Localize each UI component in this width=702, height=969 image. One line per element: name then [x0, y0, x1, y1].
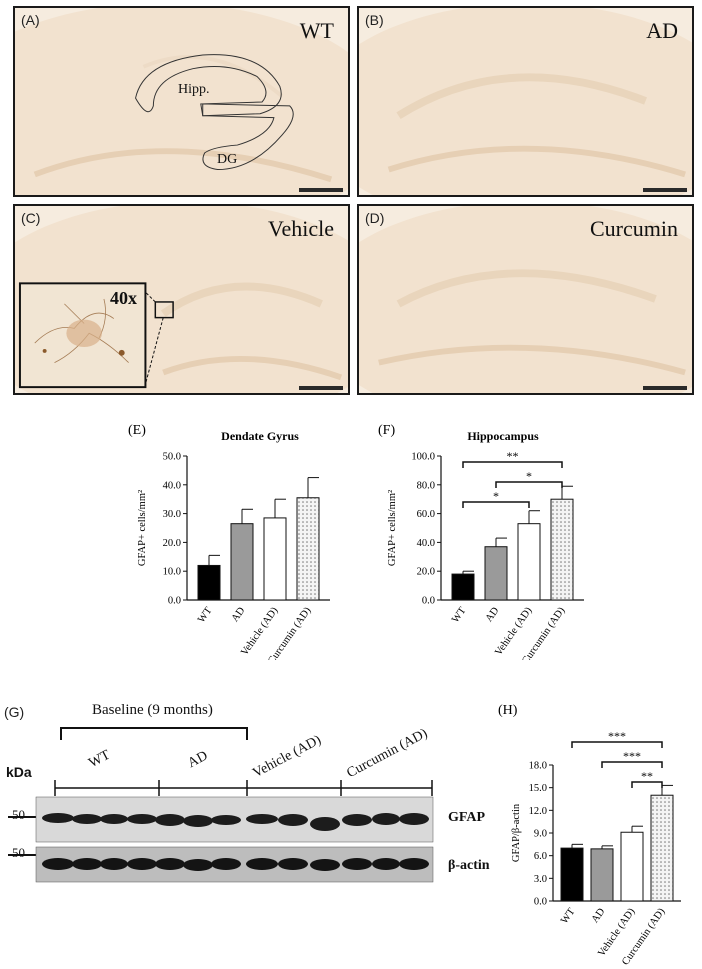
baseline-bracket [8, 727, 434, 883]
y-tick-label: 3.0 [534, 874, 547, 885]
y-tick-label: 10.0 [163, 567, 181, 578]
significance-label: ** [507, 449, 519, 463]
histology-panel-b: (B) AD [357, 6, 694, 197]
tissue-texture [15, 8, 348, 195]
histology-panel-d: (D) Curcumin [357, 204, 694, 395]
y-tick-label: 0.0 [422, 596, 435, 607]
y-axis-label: GFAP/β-actin [511, 803, 522, 862]
y-tick-label: 50.0 [163, 452, 181, 463]
y-tick-label: 60.0 [417, 509, 435, 520]
band-label-actin: β-actin [448, 858, 490, 873]
y-tick-label: 15.0 [529, 783, 547, 794]
scale-bar [299, 188, 343, 192]
panel-label-c: (C) [21, 210, 41, 226]
y-tick-label: 100.0 [411, 452, 435, 463]
bar-chart-hippocampus: (F) Hippocampus 0.0 20.0 40.0 60.0 80.0 100.0 GF… [378, 423, 584, 660]
x-tick-label: WT [196, 605, 215, 625]
band-label-gfap: GFAP [448, 810, 486, 825]
bar [296, 497, 320, 601]
panel-label-a: (A) [21, 12, 40, 28]
y-tick-label: 20.0 [163, 538, 181, 549]
y-tick-label: 30.0 [163, 509, 181, 520]
y-tick-label: 20.0 [417, 567, 435, 578]
bar [517, 523, 541, 601]
bar [620, 831, 644, 902]
y-tick-label: 80.0 [417, 480, 435, 491]
region-label-hipp: Hipp. [178, 82, 210, 97]
western-blot: (G) Baseline (9 months) kDa 50 50 WT AD [0, 700, 495, 900]
histology-panel-a: (A) WT Hipp. DG [13, 6, 350, 197]
significance-bracket [631, 781, 663, 788]
x-tick-label: AD [484, 605, 502, 624]
bar [560, 847, 584, 902]
mw-marker-gfap: 50 [12, 807, 25, 822]
bar-chart-gfap-actin: (H) 0.0 3.0 6.0 9.0 12.0 15.0 18.0 GFAP/β-actin W… [498, 703, 681, 965]
kda-label: kDa [6, 764, 32, 780]
significance-label: * [526, 469, 532, 483]
significance-label: ** [641, 769, 653, 783]
bar [590, 848, 614, 902]
scale-bar [299, 386, 343, 390]
significance-bracket [462, 461, 563, 468]
significance-bracket [571, 741, 663, 748]
chart-title: Hippocampus [467, 429, 539, 443]
x-tick-label: AD [590, 906, 608, 925]
y-tick-label: 0.0 [534, 897, 547, 908]
x-tick-label: WT [559, 906, 578, 926]
y-tick-label: 18.0 [529, 761, 547, 772]
y-tick-label: 40.0 [417, 538, 435, 549]
significance-bracket [601, 761, 663, 768]
significance-bracket [495, 481, 563, 488]
significance-label: *** [623, 749, 641, 763]
panel-title-wt: WT [299, 18, 334, 43]
y-tick-label: 9.0 [534, 829, 547, 840]
region-label-dg: DG [217, 152, 238, 167]
scale-bar [643, 188, 687, 192]
scale-bar [643, 386, 687, 390]
significance-label: * [493, 489, 499, 503]
panel-label: (E) [128, 423, 146, 438]
mw-marker-actin: 50 [12, 845, 25, 860]
y-tick-label: 0.0 [168, 596, 181, 607]
panel-title-ad: AD [646, 18, 678, 43]
tissue-texture [15, 206, 348, 393]
bar [550, 498, 574, 601]
baseline-label: Baseline (9 months) [92, 702, 213, 718]
panel-label-d: (D) [365, 210, 385, 226]
y-axis-label: GFAP+ cells/mm² [387, 490, 398, 566]
panel-title-curcumin: Curcumin [590, 216, 678, 241]
significance-bracket [462, 501, 530, 508]
bar-chart-dentate-gyrus: (E) Dendate Gyrus 0.0 10.0 20.0 30.0 40.0 50.0 G… [128, 423, 330, 660]
bar [650, 794, 674, 902]
x-tick-label: WT [450, 605, 469, 625]
bar [230, 523, 254, 601]
inset-magnification-label: 40x [110, 288, 137, 308]
panel-label: (H) [498, 703, 518, 718]
y-tick-label: 6.0 [534, 851, 547, 862]
bar [484, 546, 508, 601]
tissue-texture [359, 8, 692, 195]
panel-title-vehicle: Vehicle [268, 216, 334, 241]
histology-panel-c: (C) Vehicle 40x [13, 204, 350, 395]
bar [451, 573, 475, 601]
bar [263, 517, 287, 601]
significance-label: *** [608, 729, 626, 743]
chart-title: Dendate Gyrus [221, 429, 299, 443]
x-tick-label: AD [230, 605, 248, 624]
tissue-texture [359, 206, 692, 393]
y-tick-label: 40.0 [163, 480, 181, 491]
bar [197, 564, 221, 601]
panel-label-b: (B) [365, 12, 384, 28]
panel-label-g: (G) [4, 704, 25, 720]
y-axis-label: GFAP+ cells/mm² [137, 490, 148, 566]
y-tick-label: 12.0 [529, 806, 547, 817]
panel-label: (F) [378, 423, 395, 438]
